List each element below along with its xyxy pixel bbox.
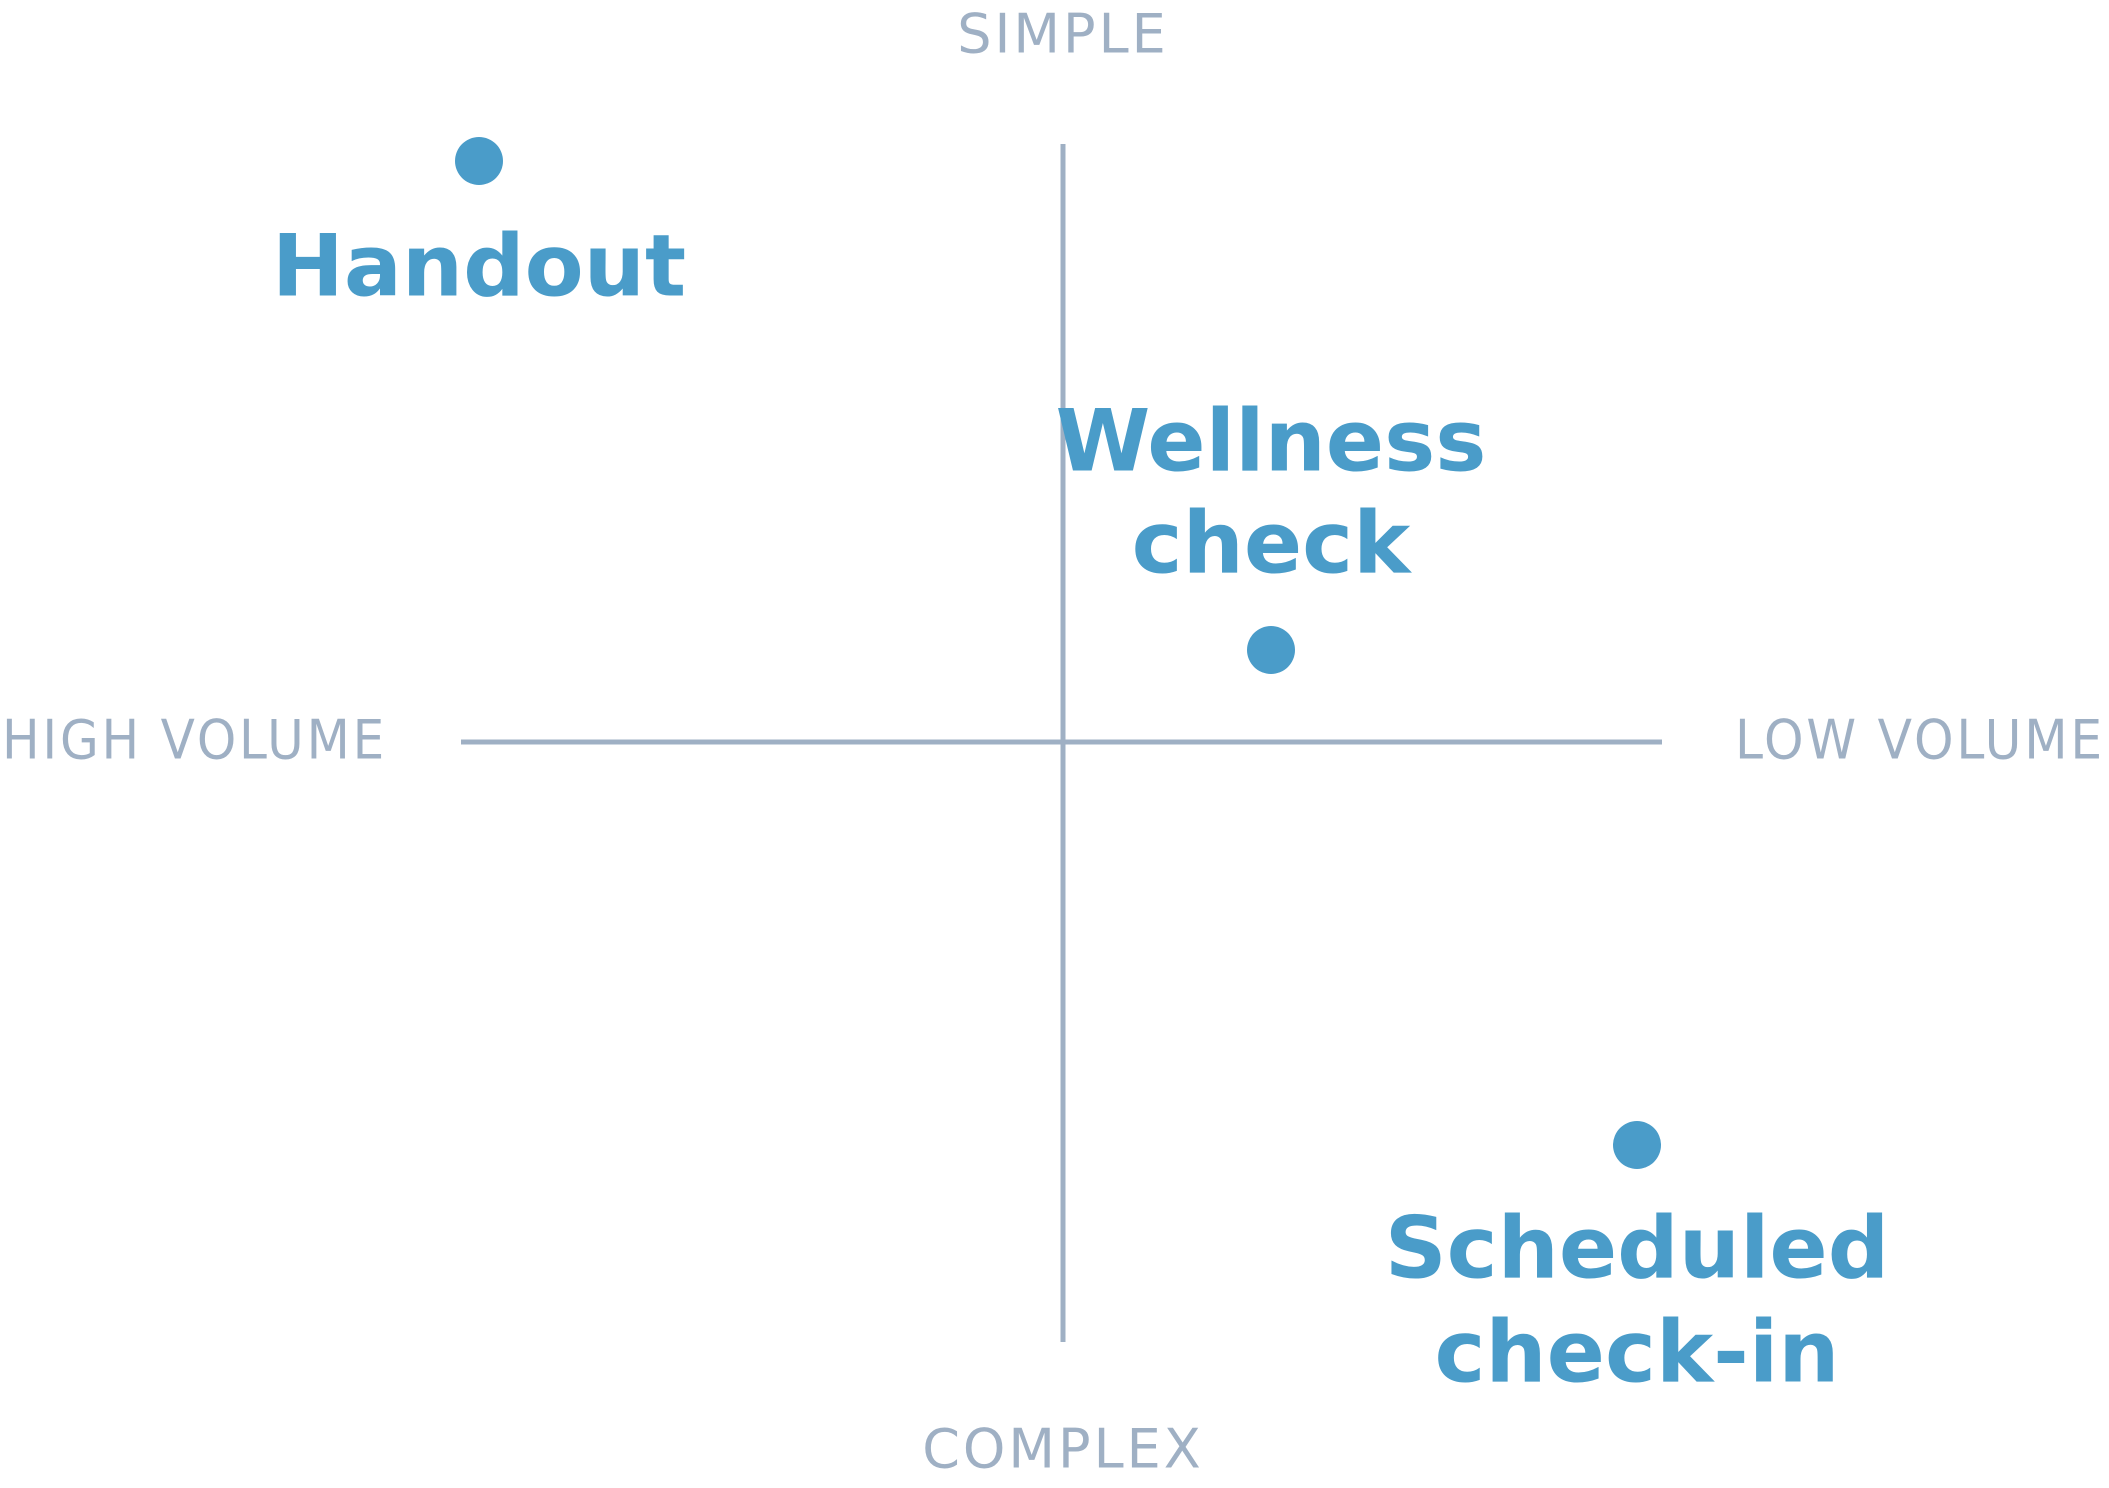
node-dot bbox=[1247, 626, 1295, 674]
node-label: Scheduled bbox=[1385, 1198, 1890, 1298]
node-dot bbox=[1613, 1121, 1661, 1169]
node-label: check bbox=[1132, 493, 1413, 593]
axis-label-left: HIGH VOLUME bbox=[2, 709, 387, 772]
axis-label-right: LOW VOLUME bbox=[1735, 709, 2105, 772]
axis-label-bottom: COMPLEX bbox=[922, 1418, 1204, 1481]
node-label: Wellness bbox=[1055, 391, 1486, 491]
node-label: Handout bbox=[272, 216, 686, 316]
axis-label-top: SIMPLE bbox=[957, 3, 1169, 66]
node-label: check-in bbox=[1434, 1302, 1839, 1402]
node-dot bbox=[455, 137, 503, 185]
